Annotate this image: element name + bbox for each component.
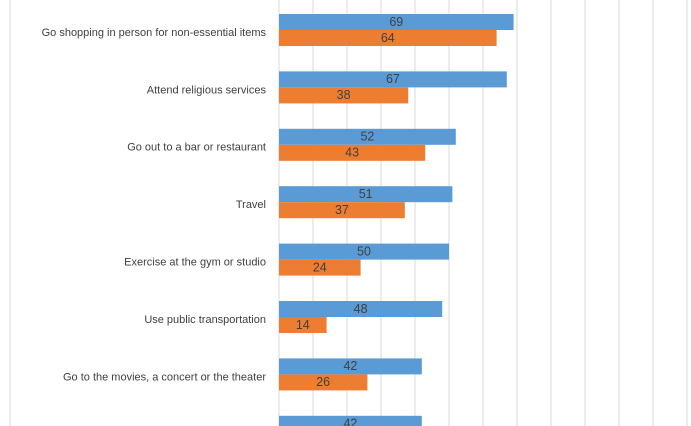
data-label: 52 (360, 130, 374, 144)
bars (279, 14, 514, 426)
bar-series-1 (279, 14, 514, 30)
category-label: Attend religious services (147, 84, 267, 96)
category-label: Use public transportation (144, 314, 266, 326)
bar-series-1 (279, 301, 443, 317)
bar-series-2 (279, 87, 409, 104)
bar-series-1 (279, 186, 453, 203)
bar-series-2 (279, 317, 327, 333)
data-label: 48 (354, 302, 368, 316)
bar-series-1 (279, 71, 507, 88)
data-label: 38 (337, 88, 351, 102)
bar-series-2 (279, 259, 361, 276)
data-label: 24 (313, 260, 327, 274)
data-label: 64 (381, 31, 395, 45)
bar-series-1 (279, 243, 449, 260)
category-label: Exercise at the gym or studio (124, 257, 266, 269)
data-label: 50 (357, 244, 371, 258)
bar-series-1 (279, 415, 422, 426)
category-label: Go out to a bar or restaurant (127, 142, 266, 154)
data-label: 69 (389, 15, 403, 29)
data-label: 67 (386, 72, 400, 86)
category-labels: Go shopping in person for non-essential … (42, 27, 267, 383)
category-label: Go shopping in person for non-essential … (42, 27, 267, 39)
data-label: 37 (335, 203, 349, 217)
bar-series-1 (279, 358, 422, 375)
data-label: 43 (345, 146, 359, 160)
bar-series-2 (279, 202, 405, 219)
category-label: Travel (236, 199, 266, 211)
bar-series-2 (279, 374, 368, 391)
category-label: Go to the movies, a concert or the theat… (63, 371, 266, 383)
data-label: 26 (316, 375, 330, 389)
data-label: 42 (343, 417, 357, 426)
data-label: 14 (296, 318, 310, 332)
bar-series-2 (279, 30, 497, 46)
data-label: 51 (359, 187, 373, 201)
bar-series-2 (279, 144, 426, 161)
data-label: 42 (343, 359, 357, 373)
bar-series-1 (279, 128, 456, 145)
